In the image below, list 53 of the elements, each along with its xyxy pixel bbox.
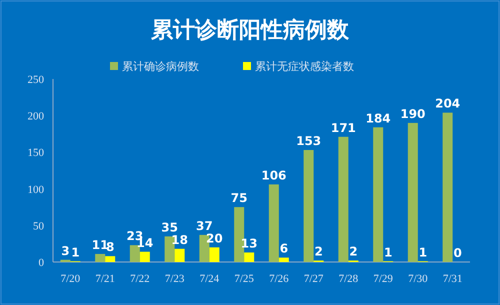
y-tick-label: 150 bbox=[28, 147, 44, 160]
x-tick-label: 7/30 bbox=[408, 273, 428, 285]
bar bbox=[130, 245, 140, 262]
x-tick-label: 7/26 bbox=[269, 273, 290, 285]
x-tick-label: 7/21 bbox=[95, 273, 115, 285]
data-label: 2 bbox=[349, 244, 358, 259]
bar bbox=[338, 136, 348, 262]
data-label: 37 bbox=[196, 218, 213, 233]
x-tick-label: 7/24 bbox=[200, 273, 220, 285]
bar bbox=[244, 252, 254, 262]
data-label: 171 bbox=[330, 120, 356, 135]
data-label: 6 bbox=[280, 242, 288, 256]
legend-label: 累计确诊病例数 bbox=[122, 60, 199, 73]
y-tick-label: 0 bbox=[38, 257, 44, 269]
data-label: 2 bbox=[314, 244, 323, 259]
data-label: 3 bbox=[61, 244, 70, 258]
x-tick-label: 7/23 bbox=[164, 273, 185, 285]
bar bbox=[268, 184, 279, 262]
bar bbox=[95, 254, 106, 262]
bar bbox=[140, 252, 150, 262]
x-tick-label: 7/22 bbox=[130, 273, 150, 285]
bar bbox=[105, 256, 116, 262]
bar bbox=[442, 112, 453, 262]
data-label: 75 bbox=[230, 191, 248, 206]
chart-title: 累计诊断阳性病例数 bbox=[150, 18, 350, 43]
bar bbox=[373, 127, 384, 262]
x-tick-label: 7/27 bbox=[304, 273, 324, 285]
data-label: 1 bbox=[71, 245, 80, 260]
bar bbox=[174, 248, 185, 262]
data-label: 106 bbox=[261, 168, 286, 182]
x-tick-label: 7/28 bbox=[338, 273, 359, 285]
y-tick-label: 250 bbox=[28, 74, 44, 86]
y-tick-label: 50 bbox=[33, 220, 44, 232]
y-tick-label: 100 bbox=[28, 184, 44, 196]
x-tick-label: 7/25 bbox=[234, 273, 254, 285]
bar bbox=[304, 150, 314, 262]
bar bbox=[408, 122, 418, 262]
data-label: 153 bbox=[296, 134, 322, 148]
legend-label: 累计无症状感染者数 bbox=[255, 60, 354, 73]
data-label: 184 bbox=[366, 111, 391, 126]
data-label: 190 bbox=[400, 106, 426, 121]
data-label: 1 bbox=[384, 245, 392, 260]
x-tick-label: 7/29 bbox=[373, 273, 394, 285]
x-tick-label: 7/20 bbox=[60, 273, 81, 285]
data-label: 0 bbox=[453, 246, 462, 260]
data-label: 8 bbox=[106, 240, 114, 254]
bar bbox=[278, 258, 289, 262]
x-tick-label: 7/31 bbox=[442, 273, 462, 285]
data-label: 1 bbox=[418, 245, 428, 260]
bar bbox=[209, 247, 220, 262]
y-tick-label: 200 bbox=[28, 110, 44, 123]
data-label: 35 bbox=[161, 220, 178, 234]
data-label: 204 bbox=[435, 96, 460, 111]
